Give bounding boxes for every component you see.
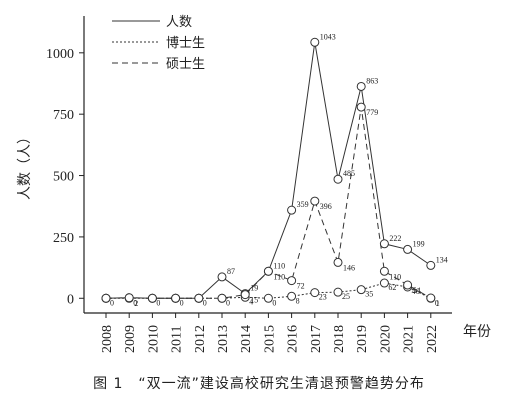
y-tick-label: 500 bbox=[53, 170, 74, 185]
data-label: 0 bbox=[133, 298, 137, 307]
data-point-s2 bbox=[101, 293, 111, 303]
y-tick-label: 1000 bbox=[46, 47, 74, 62]
data-point-s1 bbox=[333, 287, 343, 297]
data-label: 110 bbox=[273, 272, 285, 281]
x-tick-label: 2012 bbox=[193, 325, 208, 353]
x-tick-label: 2016 bbox=[286, 325, 301, 353]
x-tick-label: 2018 bbox=[332, 325, 347, 353]
series-layer bbox=[101, 37, 436, 303]
data-label: 19 bbox=[250, 284, 258, 293]
data-point-s2 bbox=[124, 293, 134, 303]
data-label: 4 bbox=[249, 297, 253, 306]
series-line-0 bbox=[105, 42, 432, 299]
x-tick-label: 2014 bbox=[239, 325, 254, 353]
x-tick-label: 2015 bbox=[262, 325, 277, 353]
data-label: 0 bbox=[226, 298, 230, 307]
data-label: 0 bbox=[156, 298, 160, 307]
y-tick-label: 0 bbox=[67, 292, 74, 307]
data-label: 15 bbox=[250, 296, 258, 305]
x-tick-label: 2009 bbox=[123, 325, 138, 353]
data-point-s2 bbox=[217, 293, 227, 303]
data-point-s2 bbox=[194, 293, 204, 303]
data-point-s2 bbox=[171, 293, 181, 303]
x-tick-label: 2011 bbox=[170, 326, 185, 353]
data-label: 359 bbox=[297, 200, 309, 209]
data-point-s2 bbox=[403, 280, 413, 290]
data-point-s0 bbox=[356, 81, 366, 91]
data-point-s0 bbox=[426, 260, 436, 270]
data-label: 8 bbox=[296, 296, 300, 305]
x-tick-label: 2008 bbox=[100, 325, 115, 353]
data-point-s1 bbox=[263, 293, 273, 303]
data-point-s0 bbox=[310, 37, 320, 47]
data-label: 23 bbox=[319, 293, 327, 302]
data-label: 0 bbox=[180, 298, 184, 307]
x-tick-label: 2021 bbox=[402, 325, 417, 353]
data-label: 222 bbox=[389, 234, 401, 243]
data-label: 779 bbox=[366, 108, 378, 117]
data-point-s1 bbox=[379, 278, 389, 288]
data-point-s0 bbox=[287, 205, 297, 215]
data-label: 146 bbox=[343, 263, 355, 272]
x-tick-label: 2020 bbox=[378, 325, 393, 353]
y-tick-label: 250 bbox=[53, 231, 74, 246]
data-label: 2 bbox=[134, 299, 138, 308]
data-label: 46 bbox=[412, 287, 420, 296]
data-point-s2 bbox=[147, 293, 157, 303]
data-point-s2 bbox=[263, 266, 273, 276]
x-tick-label: 2017 bbox=[309, 325, 324, 353]
data-point-s1 bbox=[310, 288, 320, 298]
data-point-s2 bbox=[240, 290, 250, 300]
data-point-s2 bbox=[426, 293, 436, 303]
data-label: 0 bbox=[272, 298, 276, 307]
data-point-s2 bbox=[333, 257, 343, 267]
y-axis-title: 人数（人） bbox=[17, 130, 33, 200]
x-tick-label: 2019 bbox=[355, 325, 370, 353]
data-label: 110 bbox=[273, 261, 285, 270]
data-point-s0 bbox=[333, 174, 343, 184]
data-label: 0 bbox=[110, 298, 114, 307]
data-label: 0 bbox=[435, 298, 439, 307]
data-label: 87 bbox=[227, 267, 235, 276]
legend-label-0: 人数 bbox=[166, 15, 192, 30]
figure-caption: 图 1 “双一流”建设高校研究生清退预警趋势分布 bbox=[93, 376, 425, 392]
data-label: 134 bbox=[436, 255, 448, 264]
data-label: 199 bbox=[413, 239, 425, 248]
data-point-s2 bbox=[310, 196, 320, 206]
data-label: 72 bbox=[297, 282, 305, 291]
data-label: 35 bbox=[365, 290, 373, 299]
data-point-s2 bbox=[379, 266, 389, 276]
data-label: 110 bbox=[389, 272, 401, 281]
data-point-s2 bbox=[287, 276, 297, 286]
x-axis-title: 年份 bbox=[463, 324, 491, 340]
data-point-s0 bbox=[217, 272, 227, 282]
data-label: 485 bbox=[343, 169, 355, 178]
data-point-s2 bbox=[356, 102, 366, 112]
legend-label-2: 硕士生 bbox=[166, 57, 205, 72]
data-label: 1 bbox=[436, 299, 440, 308]
data-label: 25 bbox=[342, 292, 350, 301]
data-label: 54 bbox=[413, 286, 421, 295]
data-label: 0 bbox=[203, 298, 207, 307]
data-label: 396 bbox=[320, 202, 332, 211]
data-point-s0 bbox=[379, 239, 389, 249]
data-label: 1043 bbox=[320, 32, 336, 41]
legend-label-1: 博士生 bbox=[166, 36, 205, 51]
x-tick-label: 2022 bbox=[425, 325, 440, 353]
y-tick-label: 750 bbox=[53, 108, 74, 123]
x-tick-label: 2013 bbox=[216, 325, 231, 353]
data-point-s0 bbox=[403, 244, 413, 254]
data-point-s1 bbox=[287, 291, 297, 301]
data-point-s1 bbox=[356, 285, 366, 295]
data-label: 62 bbox=[388, 283, 396, 292]
x-tick-label: 2010 bbox=[146, 325, 161, 353]
data-label: 863 bbox=[366, 76, 378, 85]
